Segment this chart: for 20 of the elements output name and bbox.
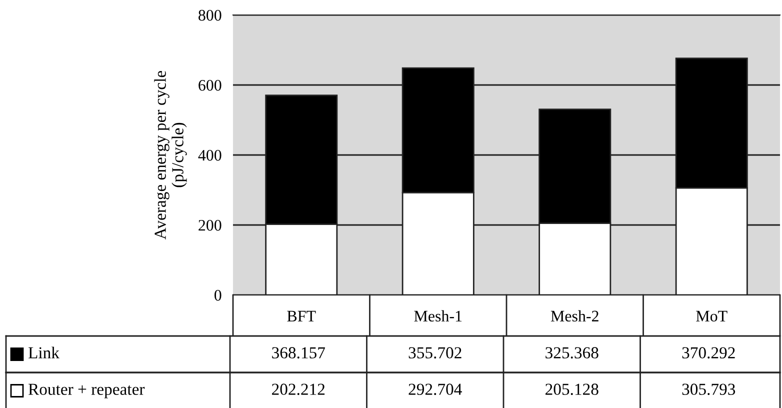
y-axis-title: Average energy per cycle (pJ/cycle) xyxy=(154,70,187,240)
data-label: 368.157 xyxy=(272,347,325,358)
x-tick-label: Mesh-1 xyxy=(414,310,462,322)
data-label: 202.212 xyxy=(272,384,325,395)
data-label: 370.292 xyxy=(682,347,735,358)
x-tick-label: MoT xyxy=(696,310,728,322)
data-label: 355.702 xyxy=(408,347,462,358)
y-tick-label: 800 xyxy=(198,10,222,21)
data-label: 325.368 xyxy=(546,347,598,358)
data-label: 305.793 xyxy=(682,384,736,395)
x-tick-label: Mesh-2 xyxy=(550,310,598,322)
legend-label: Router + repeater xyxy=(28,384,145,398)
data-label: 292.704 xyxy=(408,384,462,395)
y-tick-label: 0 xyxy=(214,290,222,301)
data-label: 205.128 xyxy=(546,384,598,395)
legend-label: Link xyxy=(28,346,60,358)
y-tick-label: 600 xyxy=(198,80,222,91)
y-tick-label: 400 xyxy=(198,150,222,161)
x-tick-label: BFT xyxy=(287,310,316,322)
y-tick-label: 200 xyxy=(198,220,222,231)
